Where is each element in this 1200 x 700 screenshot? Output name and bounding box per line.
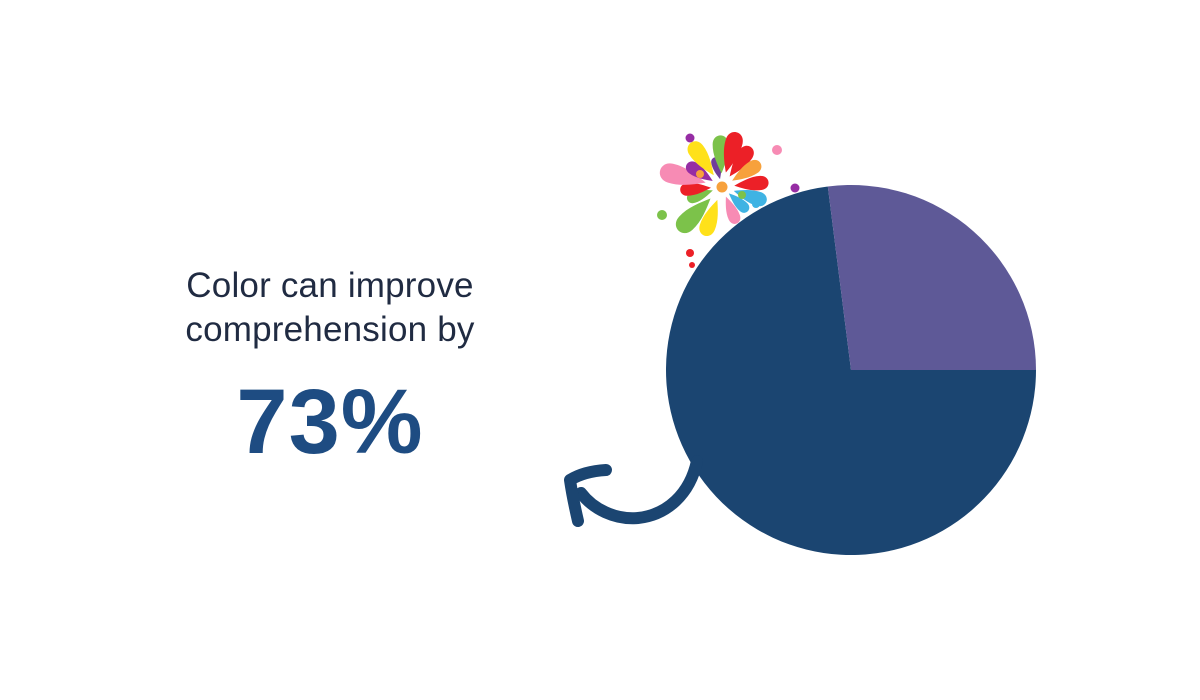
firework-petal xyxy=(712,135,729,174)
firework-petal xyxy=(728,193,750,213)
firework-dot xyxy=(686,249,694,257)
headline-line-2: comprehension by xyxy=(185,310,475,349)
firework-petal xyxy=(734,175,769,191)
firework-petal xyxy=(687,141,714,176)
firework-petal xyxy=(699,199,718,237)
firework-petal xyxy=(675,198,711,234)
arrow-head xyxy=(564,464,612,527)
firework-petal xyxy=(725,196,741,224)
curved-arrow-icon xyxy=(564,455,703,527)
arrow-curve xyxy=(575,455,703,525)
firework-petal xyxy=(659,163,706,185)
pie-slice xyxy=(827,185,1036,370)
firework-dot xyxy=(716,181,728,193)
firework-dot xyxy=(790,183,800,193)
pie-chart xyxy=(666,185,1036,556)
firework-dot xyxy=(752,200,760,208)
headline: Color can improve comprehension by 73% xyxy=(120,264,540,468)
firework-dot xyxy=(685,133,695,143)
firework-dot xyxy=(696,170,704,178)
firework-dot xyxy=(738,191,746,199)
headline-line-1: Color can improve xyxy=(186,266,474,305)
pie-slice xyxy=(666,186,1036,556)
firework-dot xyxy=(772,145,782,155)
firework-dot xyxy=(689,262,695,268)
firework-petal xyxy=(729,145,754,177)
stat-value: 73% xyxy=(236,371,424,473)
firework-petal xyxy=(680,182,711,196)
firework-dot xyxy=(657,210,667,220)
firework-icon xyxy=(657,132,800,268)
firework-petal xyxy=(723,132,743,173)
firework-petal xyxy=(732,159,762,181)
